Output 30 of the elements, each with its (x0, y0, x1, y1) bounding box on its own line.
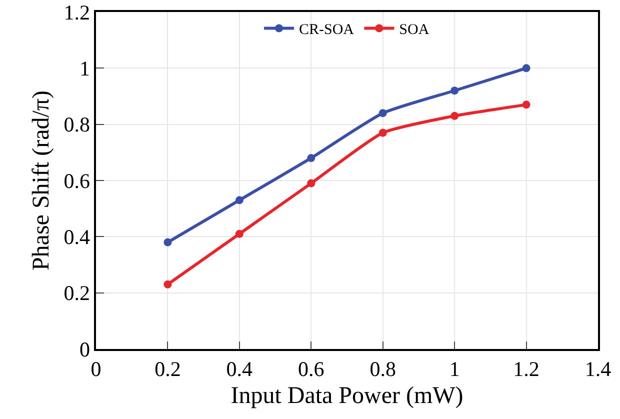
point (164, 280, 172, 288)
x-tick-label: 1.2 (513, 356, 540, 381)
y-axis-title: Phase Shift (rad/π) (28, 90, 54, 271)
y-tick-label: 0.4 (64, 225, 91, 250)
point (378, 109, 387, 118)
x-tick-label: 0.6 (298, 356, 324, 381)
y-tick-label: 0 (80, 337, 90, 362)
point (164, 238, 172, 246)
y-tick-label: 0.2 (64, 281, 90, 306)
x-tick-label: 1 (449, 356, 460, 381)
x-tick-label: 0.4 (226, 356, 254, 381)
point (235, 196, 244, 204)
y-tick-label: 1 (80, 56, 90, 81)
legend-label: CR-SOA (299, 22, 354, 38)
legend-label: SOA (399, 22, 430, 38)
point (307, 179, 316, 188)
point (307, 154, 316, 162)
point (450, 112, 459, 120)
x-axis-title: Input Data Power (mW) (230, 382, 464, 409)
y-tick-label: 0.6 (64, 168, 90, 193)
x-tick-label: 1.4 (584, 356, 612, 381)
x-tick-label: 0.8 (370, 356, 396, 381)
y-tick-label: 0.8 (64, 112, 90, 137)
point (522, 100, 530, 109)
x-tick-label: 0.2 (154, 356, 181, 381)
point (235, 230, 244, 238)
y-tick-label: 1.2 (64, 0, 90, 24)
point (450, 86, 459, 95)
point (522, 64, 530, 72)
point (378, 128, 387, 137)
